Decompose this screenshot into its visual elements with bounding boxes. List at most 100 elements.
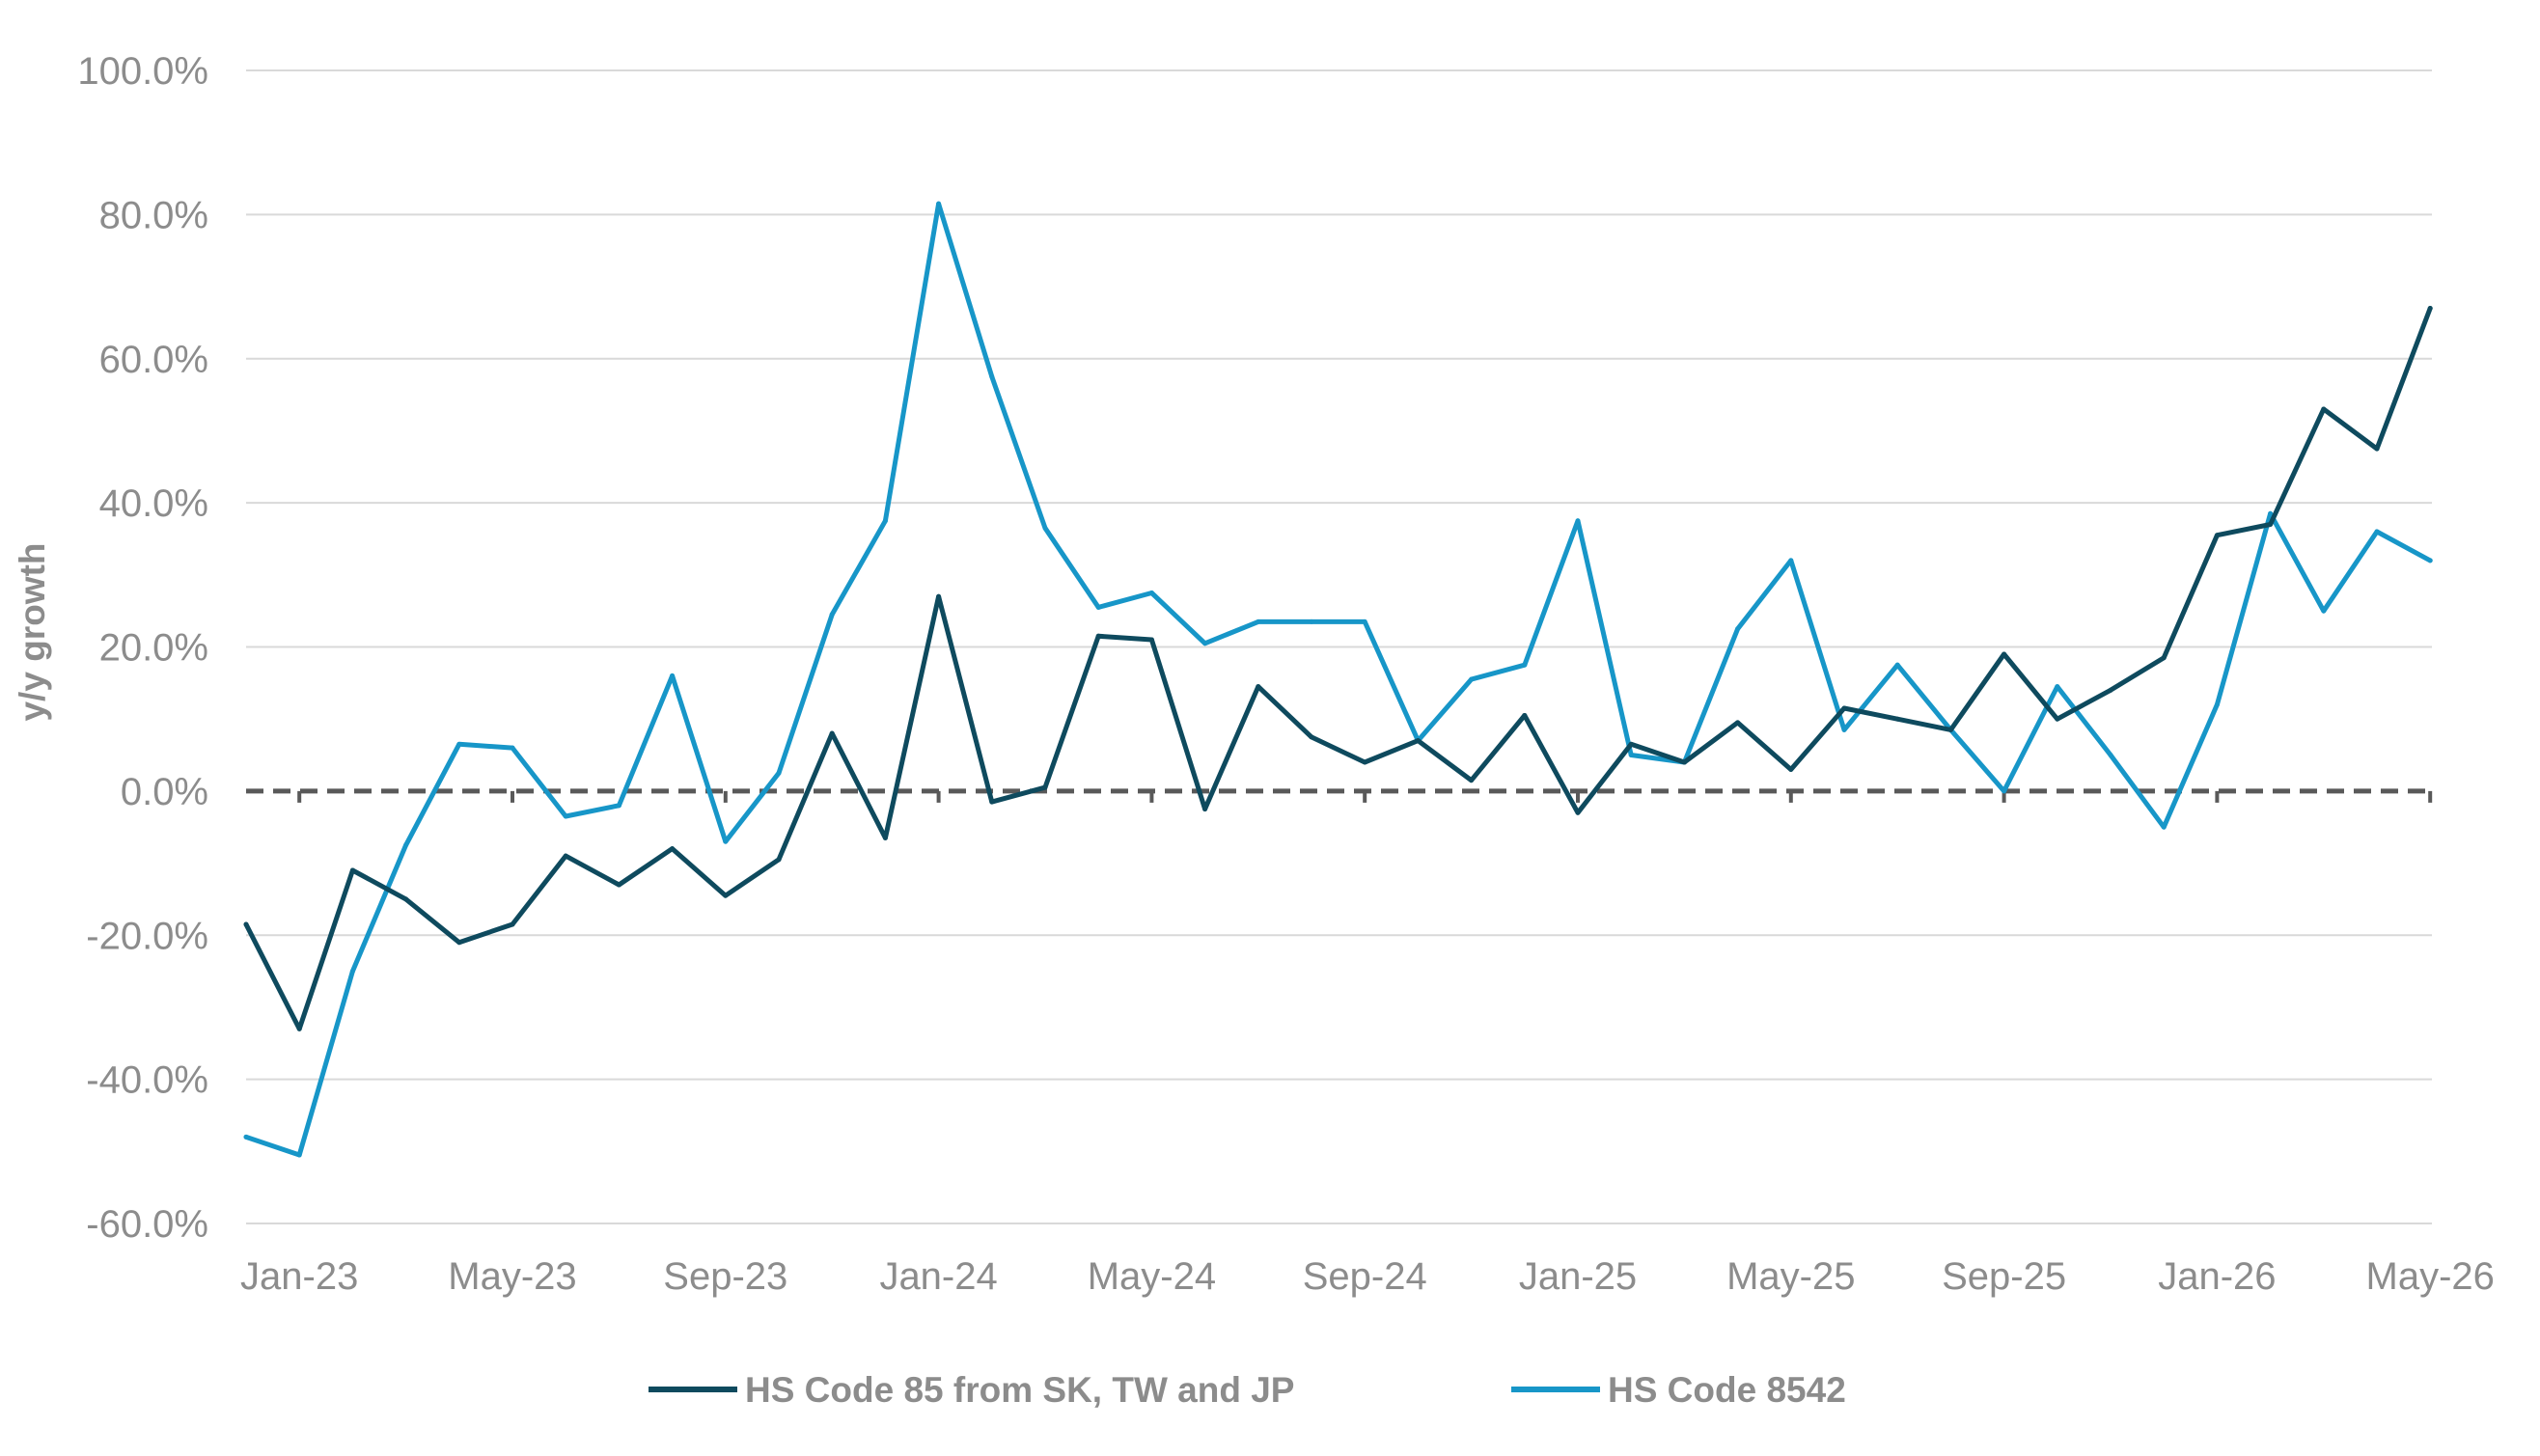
- series-point: [349, 969, 355, 975]
- legend: HS Code 85 from SK, TW and JP HS Code 854…: [649, 1370, 1846, 1410]
- series-point: [1894, 662, 1900, 668]
- x-tick-label: Jan-25: [1519, 1255, 1637, 1298]
- series-point: [1256, 684, 1261, 690]
- x-tick-label: Jan-23: [240, 1255, 358, 1298]
- series-point: [989, 799, 995, 805]
- series-point: [403, 842, 409, 848]
- series-line: [243, 306, 2433, 1031]
- series-line: [243, 201, 2433, 1158]
- series-point: [2108, 753, 2113, 758]
- series-point: [243, 921, 249, 927]
- series-point: [829, 612, 835, 618]
- series-point: [882, 518, 888, 524]
- series-point: [2214, 533, 2220, 538]
- series-point: [1522, 662, 1528, 668]
- series-point: [2268, 522, 2274, 528]
- series-point: [2268, 510, 2274, 516]
- series-point: [616, 803, 621, 809]
- series-point: [2161, 655, 2167, 661]
- series-point: [1148, 637, 1154, 643]
- series-point: [776, 770, 782, 776]
- series-point: [243, 1134, 249, 1140]
- x-tick-label: Sep-23: [663, 1255, 787, 1298]
- series-point: [1309, 734, 1314, 740]
- series-point: [1841, 705, 1847, 711]
- legend-label: HS Code 8542: [1608, 1370, 1846, 1410]
- series-point: [1522, 712, 1528, 718]
- series-point: [1469, 676, 1475, 682]
- series-point: [1788, 766, 1794, 772]
- series-point: [2374, 529, 2380, 535]
- series-point: [510, 745, 515, 751]
- series-point: [670, 846, 676, 852]
- series-point: [776, 857, 782, 863]
- series-point: [1202, 641, 1208, 646]
- series-point: [1628, 753, 1634, 758]
- series-point: [2002, 788, 2007, 794]
- series-point: [723, 893, 729, 898]
- legend-label: HS Code 85 from SK, TW and JP: [745, 1370, 1294, 1410]
- series-point: [829, 730, 835, 736]
- series-point: [1202, 807, 1208, 812]
- series-point: [616, 882, 621, 888]
- series-point: [1362, 759, 1367, 765]
- series-point: [403, 896, 409, 902]
- y-tick-label: 40.0%: [99, 482, 208, 525]
- series-point: [2427, 305, 2433, 311]
- series-point: [1415, 738, 1421, 744]
- x-tick-label: Jan-24: [879, 1255, 997, 1298]
- series-point: [563, 853, 568, 859]
- y-tick-label: -20.0%: [86, 915, 208, 957]
- series-point: [1362, 618, 1367, 624]
- series-point: [1095, 633, 1101, 639]
- series-point: [670, 673, 676, 678]
- series-point: [1841, 727, 1847, 732]
- series-point: [349, 867, 355, 873]
- x-tick-label: May-25: [1726, 1255, 1855, 1298]
- y-tick-label: 20.0%: [99, 627, 208, 670]
- gridlines: [246, 69, 2432, 1224]
- zero-reference-line: [246, 788, 2433, 803]
- series-point: [1788, 558, 1794, 563]
- series-point: [296, 1026, 302, 1031]
- series-point: [1681, 759, 1687, 765]
- y-tick-label: 80.0%: [99, 194, 208, 236]
- series-point: [882, 835, 888, 840]
- x-tick-label: May-26: [2366, 1255, 2495, 1298]
- series-point: [1575, 518, 1581, 524]
- series-point: [296, 1152, 302, 1158]
- series-point: [456, 741, 462, 747]
- series-point: [2108, 687, 2113, 693]
- series-point: [936, 593, 942, 599]
- y-tick-label: 100.0%: [77, 50, 208, 93]
- series-lines: [243, 201, 2433, 1158]
- series-point: [2214, 701, 2220, 707]
- series-point: [1735, 626, 1741, 632]
- x-tick-label: May-23: [448, 1255, 576, 1298]
- y-axis-tick-labels: -60.0% -40.0% -20.0% 0.0% 20.0% 40.0% 60.0% 80.…: [77, 50, 208, 1246]
- y-tick-label: 0.0%: [121, 771, 208, 813]
- series-point: [1575, 810, 1581, 815]
- series-point: [1894, 716, 1900, 722]
- series-point: [456, 940, 462, 946]
- series-point: [1042, 525, 1048, 531]
- series-point: [563, 813, 568, 819]
- series-point: [1628, 741, 1634, 747]
- series-point: [936, 201, 942, 206]
- y-tick-label: -40.0%: [86, 1059, 208, 1102]
- x-tick-label: Sep-24: [1303, 1255, 1427, 1298]
- series-point: [510, 921, 515, 927]
- series-point: [2161, 824, 2167, 830]
- series-point: [1735, 720, 1741, 726]
- series-point: [2055, 684, 2060, 690]
- y-axis-title: y/y growth: [13, 542, 52, 721]
- series-point: [2427, 558, 2433, 563]
- series-point: [1042, 784, 1048, 790]
- series-point: [723, 838, 729, 844]
- series-point: [2002, 651, 2007, 657]
- series-point: [2321, 608, 2327, 614]
- series-point: [1469, 778, 1475, 783]
- series-point: [2374, 446, 2380, 452]
